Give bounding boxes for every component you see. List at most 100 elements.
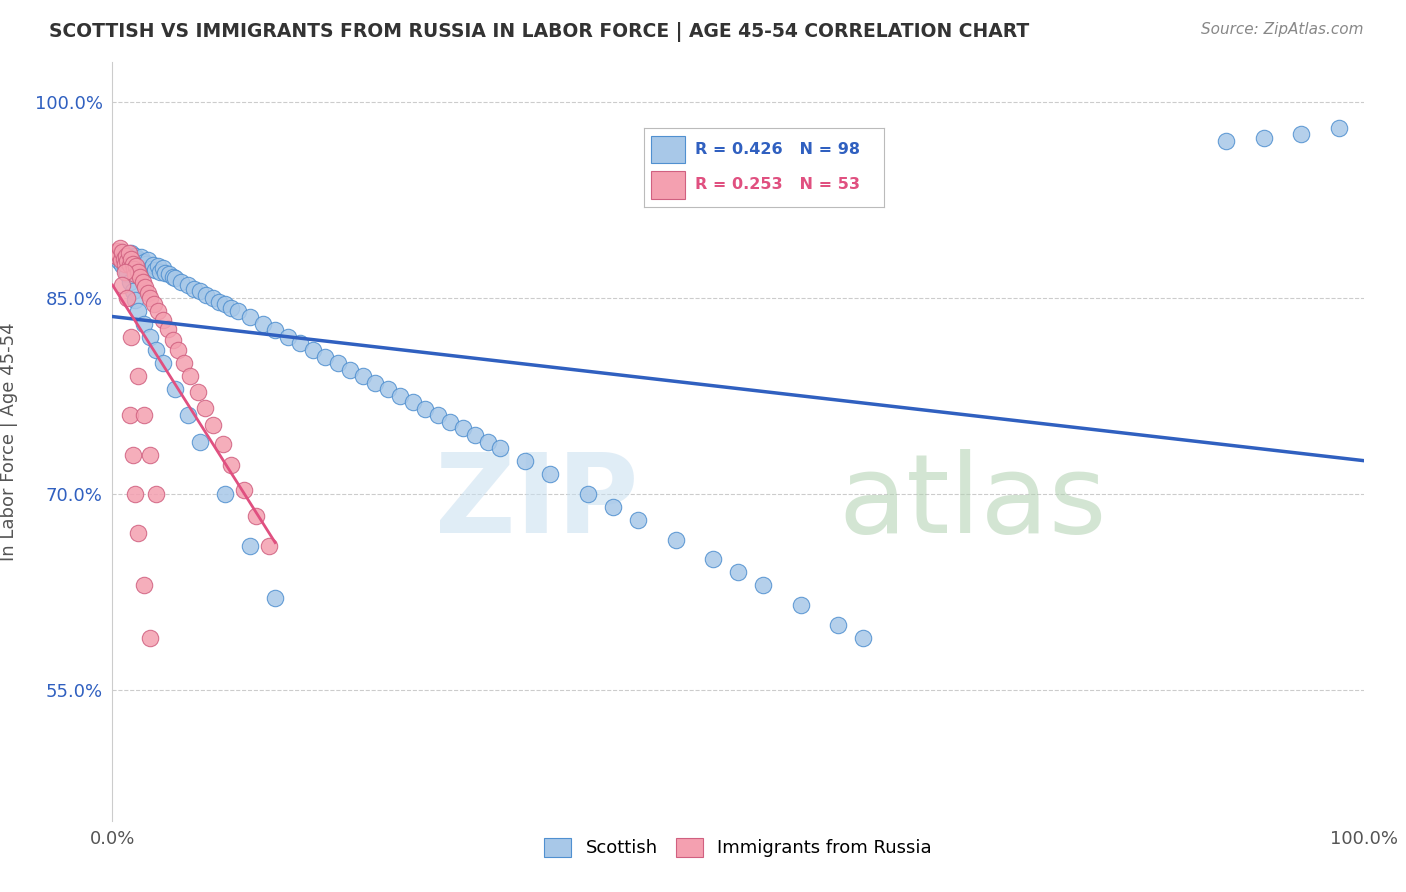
- Point: [389, 389, 412, 403]
- Point: [239, 539, 262, 553]
- Point: [112, 252, 135, 266]
- Text: SCOTTISH VS IMMIGRANTS FROM RUSSIA IN LABOR FORCE | AGE 45-54 CORRELATION CHART: SCOTTISH VS IMMIGRANTS FROM RUSSIA IN LA…: [49, 22, 1029, 42]
- Point: [117, 267, 139, 281]
- Point: [211, 437, 233, 451]
- Point: [413, 401, 436, 416]
- Point: [377, 382, 399, 396]
- Point: [208, 294, 231, 309]
- Point: [188, 434, 211, 449]
- Legend: Scottish, Immigrants from Russia: Scottish, Immigrants from Russia: [537, 830, 939, 864]
- Point: [515, 454, 537, 468]
- Point: [214, 297, 236, 311]
- Point: [139, 330, 162, 344]
- Point: [127, 264, 149, 278]
- Point: [402, 395, 425, 409]
- Point: [252, 317, 274, 331]
- Point: [176, 277, 198, 292]
- Point: [326, 356, 349, 370]
- Point: [125, 260, 148, 274]
- Bar: [651, 136, 685, 163]
- Point: [314, 350, 336, 364]
- Point: [139, 448, 162, 462]
- Point: [426, 409, 449, 423]
- Point: [124, 249, 146, 263]
- Point: [124, 267, 146, 281]
- Point: [118, 258, 141, 272]
- Point: [129, 269, 152, 284]
- Point: [194, 401, 217, 415]
- Point: [451, 421, 474, 435]
- Point: [301, 343, 323, 357]
- Point: [156, 322, 179, 336]
- Point: [121, 258, 143, 272]
- Point: [115, 249, 138, 263]
- Y-axis label: In Labor Force | Age 45-54: In Labor Force | Age 45-54: [0, 322, 18, 561]
- Point: [146, 260, 169, 274]
- Point: [107, 254, 129, 268]
- Point: [339, 362, 361, 376]
- Point: [163, 271, 186, 285]
- Point: [152, 313, 174, 327]
- Point: [264, 591, 287, 606]
- Point: [1215, 134, 1237, 148]
- Point: [187, 384, 209, 399]
- Point: [132, 409, 155, 423]
- Point: [139, 262, 162, 277]
- Point: [122, 252, 145, 267]
- Point: [264, 323, 287, 337]
- Point: [132, 317, 155, 331]
- Point: [131, 260, 153, 274]
- Point: [162, 333, 184, 347]
- Point: [118, 255, 141, 269]
- Point: [114, 257, 136, 271]
- Point: [117, 247, 139, 261]
- Point: [790, 598, 813, 612]
- Point: [214, 487, 236, 501]
- Point: [121, 284, 143, 298]
- Point: [170, 275, 193, 289]
- Point: [134, 260, 156, 275]
- Point: [277, 330, 299, 344]
- Point: [136, 252, 159, 267]
- Point: [127, 526, 149, 541]
- Point: [124, 487, 146, 501]
- Point: [226, 303, 249, 318]
- Point: [153, 266, 176, 280]
- Point: [464, 428, 486, 442]
- Point: [538, 467, 561, 482]
- Text: R = 0.253   N = 53: R = 0.253 N = 53: [695, 178, 859, 193]
- Point: [576, 487, 599, 501]
- Point: [121, 448, 143, 462]
- Point: [118, 409, 141, 423]
- Point: [112, 252, 135, 267]
- Point: [489, 441, 512, 455]
- Point: [145, 343, 167, 357]
- Point: [129, 250, 152, 264]
- Text: R = 0.426   N = 98: R = 0.426 N = 98: [695, 142, 859, 157]
- Point: [727, 566, 749, 580]
- Point: [118, 246, 141, 260]
- Point: [107, 244, 129, 258]
- Point: [257, 539, 280, 553]
- Point: [128, 258, 150, 272]
- Point: [127, 369, 149, 384]
- Point: [364, 376, 387, 390]
- Point: [122, 262, 145, 277]
- Point: [143, 263, 166, 277]
- Point: [477, 434, 499, 449]
- Point: [183, 282, 205, 296]
- Point: [1253, 131, 1275, 145]
- Point: [127, 252, 149, 266]
- Point: [118, 275, 141, 289]
- Point: [702, 552, 724, 566]
- Text: ZIP: ZIP: [434, 449, 638, 556]
- Point: [127, 303, 149, 318]
- Text: Source: ZipAtlas.com: Source: ZipAtlas.com: [1201, 22, 1364, 37]
- Point: [664, 533, 686, 547]
- Point: [117, 254, 139, 268]
- Point: [135, 257, 157, 271]
- Point: [827, 617, 849, 632]
- Point: [132, 255, 155, 269]
- Point: [131, 275, 153, 289]
- Point: [179, 369, 201, 384]
